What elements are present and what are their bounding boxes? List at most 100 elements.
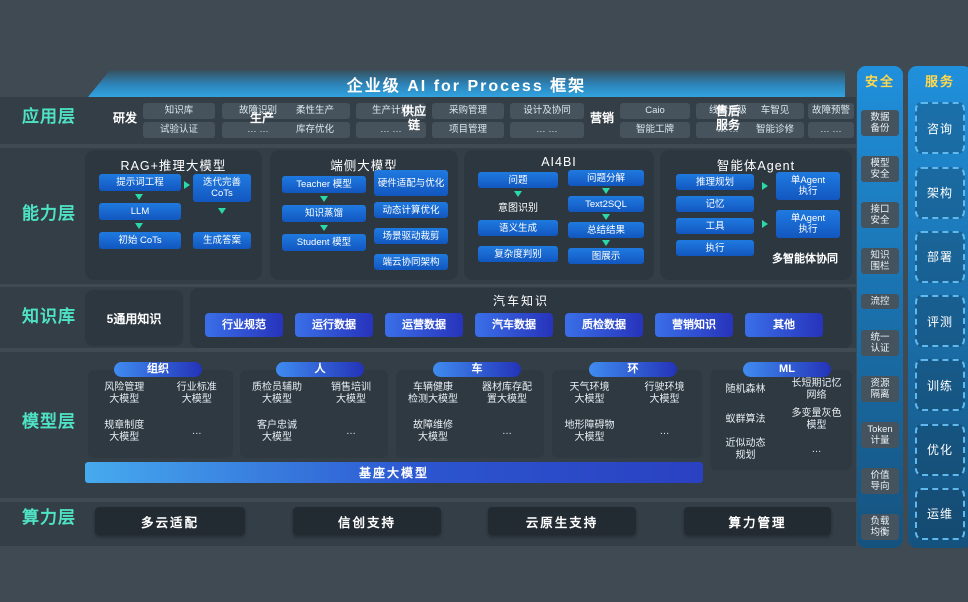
model-box-organization: 风险管理 大模型 行业标准 大模型 规章制度 大模型 …: [88, 370, 233, 458]
capability-box-edge: 端侧大模型 Teacher 模型 知识蒸馏 Student 模型 硬件适配与优化…: [270, 150, 458, 280]
auto-knowledge-title: 汽车知识: [492, 294, 549, 308]
model-item: 质检员辅助 大模型: [252, 382, 302, 405]
security-item: 知识 围栏: [861, 248, 899, 275]
app-group-marketing: 营销: [589, 111, 614, 125]
flow-step: 问题: [478, 172, 558, 188]
auto-knowledge-box: 汽车知识 行业规范 运行数据 运营数据 汽车数据 质检数据 营销知识 其他: [190, 288, 852, 348]
foundation-model-label: 基座大模型: [358, 466, 429, 480]
model-item: 天气环境 大模型: [569, 382, 610, 405]
arrow-down-icon: [602, 214, 610, 220]
service-item: 评测: [915, 295, 965, 348]
arrow-right-icon: [762, 220, 768, 228]
model-item: 蚁群算法: [725, 414, 766, 425]
flow-step: 迭代完善 CoTs: [193, 174, 251, 202]
arrow-right-icon: [762, 182, 768, 190]
page-title: 企业级 AI for Process 框架: [346, 77, 587, 95]
app-chip: 故障预警: [808, 103, 854, 119]
model-item: …: [502, 426, 512, 437]
security-item: 模型 安全: [861, 156, 899, 183]
arrow-down-icon: [514, 191, 522, 197]
app-chip: 智能诊修: [746, 122, 804, 138]
flow-step: 单Agent 执行: [776, 210, 840, 238]
flow-step: 场景驱动裁剪: [374, 228, 448, 244]
model-item: 风险管理 大模型: [104, 382, 145, 405]
flow-step: 总结结果: [568, 222, 644, 238]
model-item: 故障维修 大模型: [413, 420, 453, 443]
flow-step: 推理规划: [676, 174, 754, 190]
model-pill-organization: 组织: [114, 362, 202, 377]
app-chip: 试验认证: [143, 122, 215, 138]
flow-step: 单Agent 执行: [776, 172, 840, 200]
model-item: 多变量灰色 模型: [791, 408, 842, 431]
service-item: 架构: [915, 166, 965, 219]
model-item: 随机森林: [725, 384, 766, 395]
arrow-right-icon: [184, 181, 190, 189]
app-chip: 知识库: [143, 103, 215, 119]
general-knowledge-label: 5通用知识: [106, 311, 162, 326]
model-item: …: [191, 426, 202, 437]
capability-box-rag: RAG+推理大模型 提示词工程 LLM 初始 CoTs 迭代完善 CoTs 生成…: [85, 150, 262, 280]
service-item: 训练: [915, 359, 965, 412]
compute-chip-cloudnative: 云原生支持: [488, 507, 636, 535]
model-box-ml: 随机森林 长短期记忆 网络 蚁群算法 多变量灰色 模型 近似动态 规划 …: [710, 370, 852, 470]
app-chip: 项目管理: [432, 122, 504, 138]
knowledge-chip: 汽车数据: [475, 313, 553, 337]
model-item: 销售培训 大模型: [331, 382, 371, 405]
label-compute-layer: 算力层: [22, 508, 76, 527]
model-pill-vehicle: 车: [433, 362, 521, 377]
flow-step: 记忆: [676, 196, 754, 212]
model-item: …: [659, 426, 670, 437]
app-chip: 智能工牌: [620, 122, 690, 138]
foundation-model-bar: 基座大模型: [85, 462, 703, 483]
arrow-down-icon: [602, 240, 610, 246]
app-chip: … …: [696, 122, 760, 138]
model-item: 客户忠诚 大模型: [257, 420, 297, 443]
model-item: 行业标准 大模型: [176, 382, 217, 405]
knowledge-chip: 营销知识: [655, 313, 733, 337]
compute-chip-multicloud: 多云适配: [95, 507, 245, 535]
security-item: 接口 安全: [861, 202, 899, 229]
model-item: 车辆健康 检测大模型: [408, 382, 458, 405]
service-panel-title: 服务: [924, 74, 955, 89]
app-chip: … …: [222, 122, 294, 138]
knowledge-chip: 质检数据: [565, 313, 643, 337]
model-item: 地形障碍物 大模型: [564, 420, 615, 443]
app-chip: 设计及协同: [510, 103, 584, 119]
flow-step: LLM: [99, 203, 181, 220]
arrow-down-icon: [218, 208, 226, 214]
multi-agent-note: 多智能体协同: [772, 253, 838, 265]
security-panel: 安全 数据 备份 模型 安全 接口 安全 知识 围栏 流控 统一 认证 资源 隔…: [857, 66, 903, 548]
model-pill-environment: 环: [589, 362, 677, 377]
security-panel-title: 安全: [864, 74, 895, 89]
flow-step: 提示词工程: [99, 174, 181, 191]
flow-step: 端云协同架构: [374, 254, 448, 270]
app-group-production: 生产: [249, 111, 274, 125]
model-item: 近似动态 规划: [725, 438, 766, 461]
flow-step: 初始 CoTs: [99, 232, 181, 249]
model-item: 行驶环境 大模型: [644, 382, 685, 405]
compute-chip-management: 算力管理: [684, 507, 831, 535]
security-item: Token 计量: [861, 421, 899, 448]
flow-step: Teacher 模型: [282, 176, 366, 193]
security-item: 数据 备份: [861, 110, 899, 137]
flow-step: 硬件适配与优化: [374, 170, 448, 196]
label-capability-layer: 能力层: [22, 204, 76, 223]
compute-chip-xinchuang: 信创支持: [293, 507, 441, 535]
model-pill-ml: ML: [743, 362, 831, 377]
app-group-supply-chain: 供应 链: [401, 104, 426, 132]
model-item: …: [811, 444, 822, 455]
flow-step: 执行: [676, 240, 754, 256]
knowledge-chip: 行业规范: [205, 313, 283, 337]
app-chip: 柔性生产: [280, 103, 350, 119]
flow-step: 语义生成: [478, 220, 558, 236]
security-item: 资源 隔离: [861, 375, 899, 402]
service-item: 部署: [915, 230, 965, 283]
flow-step: 问题分解: [568, 170, 644, 186]
app-chip: 采购管理: [432, 103, 504, 119]
capability-box-title: 智能体Agent: [716, 159, 796, 173]
model-item: 长短期记忆 网络: [791, 378, 842, 401]
security-item: 负载 均衡: [861, 513, 899, 540]
service-item: 运维: [915, 487, 965, 540]
model-box-vehicle: 车辆健康 检测大模型 器材库存配 置大模型 故障维修 大模型 …: [396, 370, 544, 458]
